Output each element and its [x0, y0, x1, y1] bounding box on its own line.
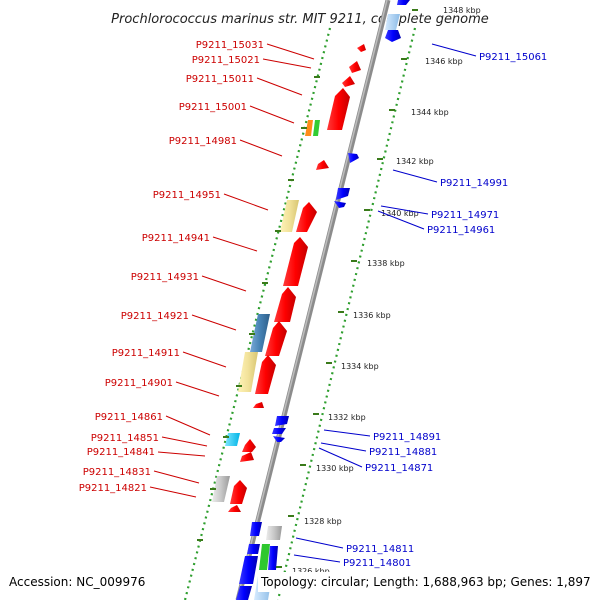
tick-label: 1330 kbp [316, 464, 354, 473]
gene-label[interactable]: P9211_14801 [343, 558, 411, 569]
scale-ticks: 1348 kbp 1346 kbp 1344 kbp 1342 kbp 1340… [197, 6, 481, 576]
gene-14801-c[interactable] [239, 556, 258, 584]
forward-genes [212, 44, 366, 512]
gene-label[interactable]: P9211_14831 [83, 467, 151, 478]
reverse-gene-labels: P9211_15061 P9211_14991 P9211_14971 P921… [293, 43, 547, 569]
tick-label: 1340 kbp [381, 209, 419, 218]
gene-14801-green[interactable] [259, 544, 270, 570]
gene-15021[interactable] [349, 61, 361, 73]
gene-label[interactable]: P9211_14891 [373, 432, 441, 443]
gene-15061-light[interactable] [385, 14, 400, 30]
gene-label[interactable]: P9211_14991 [440, 178, 508, 189]
gene-14811-grey[interactable] [266, 526, 282, 540]
accession-label: Accession: NC_009976 [9, 575, 145, 589]
gene-14811-a[interactable] [250, 522, 262, 536]
map-title: Prochlorococcus marinus str. MIT 9211, c… [111, 12, 489, 27]
gene-label[interactable]: P9211_14861 [95, 412, 163, 423]
gene-14881[interactable] [272, 428, 286, 434]
gene-15031[interactable] [357, 44, 366, 52]
tick-label: 1336 kbp [353, 311, 391, 320]
tick-label: 1338 kbp [367, 259, 405, 268]
gene-label[interactable]: P9211_14951 [153, 190, 221, 201]
gene-label[interactable]: P9211_14821 [79, 483, 147, 494]
gene-14901[interactable] [255, 355, 276, 394]
tick-label: 1346 kbp [425, 57, 463, 66]
gene-label[interactable]: P9211_15031 [196, 40, 264, 51]
gene-15001[interactable] [327, 88, 350, 130]
gene-label[interactable]: P9211_15021 [192, 55, 260, 66]
gene-15061[interactable] [385, 30, 401, 42]
tick-label: 1326 kbp [292, 567, 330, 576]
gene-14921-steel[interactable] [250, 314, 270, 352]
gene-14991-orange[interactable] [305, 120, 313, 136]
gene-14891[interactable] [275, 416, 289, 426]
gene-14951-yellow[interactable] [280, 200, 299, 232]
gene-14991[interactable] [348, 153, 359, 163]
gene-label[interactable]: P9211_14981 [169, 136, 237, 147]
gene-label[interactable]: P9211_14921 [121, 311, 189, 322]
gene-label[interactable]: P9211_15011 [186, 74, 254, 85]
gene-label[interactable]: P9211_15061 [479, 52, 547, 63]
gene-14971[interactable] [336, 188, 350, 200]
gene-14821[interactable] [230, 480, 247, 504]
tick-label: 1344 kbp [411, 108, 449, 117]
gene-14921[interactable] [265, 321, 287, 356]
gene-label[interactable]: P9211_14881 [369, 447, 437, 458]
gene-label[interactable]: P9211_14841 [87, 447, 155, 458]
gene-14821-tail[interactable] [228, 505, 241, 512]
gene-14851[interactable] [242, 439, 256, 452]
gene-label[interactable]: P9211_14811 [346, 544, 414, 555]
gene-14941[interactable] [283, 237, 308, 286]
gene-14961[interactable] [334, 201, 346, 208]
gene-14871[interactable] [273, 436, 285, 442]
gene-label[interactable]: P9211_14971 [431, 210, 499, 221]
gene-label[interactable]: P9211_14871 [365, 463, 433, 474]
gene-label[interactable]: P9211_15001 [179, 102, 247, 113]
gene-label[interactable]: P9211_14901 [105, 378, 173, 389]
forward-gene-labels: P9211_15031 P9211_15021 P9211_15011 P921… [79, 40, 315, 498]
outer-dotted-ring [183, 27, 332, 600]
gene-14801-a[interactable] [247, 544, 260, 554]
gene-label[interactable]: P9211_14941 [142, 233, 210, 244]
gene-14801-b[interactable] [268, 546, 278, 570]
gene-14841[interactable] [240, 452, 254, 462]
gene-14881-small[interactable] [253, 402, 264, 408]
genome-summary: Topology: circular; Length: 1,688,963 bp… [260, 575, 591, 589]
tick-label: 1332 kbp [328, 413, 366, 422]
gene-label[interactable]: P9211_14851 [91, 433, 159, 444]
gene-label[interactable]: P9211_14931 [131, 272, 199, 283]
reverse-genes [236, 0, 410, 600]
gene-14861-cyan[interactable] [225, 433, 240, 446]
inner-dotted-ring [276, 27, 417, 600]
gene-14791[interactable] [236, 586, 252, 600]
gene-14831-grey[interactable] [212, 476, 230, 502]
tick-label: 1334 kbp [341, 362, 379, 371]
gene-14951[interactable] [296, 202, 317, 232]
tick-label: 1328 kbp [304, 517, 342, 526]
gene-14991-green[interactable] [313, 120, 320, 136]
gene-label[interactable]: P9211_14911 [112, 348, 180, 359]
genome-backbone-highlight [236, 0, 388, 600]
gene-top[interactable] [397, 0, 410, 5]
gene-14911-yellow[interactable] [238, 352, 258, 392]
gene-14931[interactable] [274, 287, 296, 322]
tick-label: 1348 kbp [443, 6, 481, 15]
gene-15011[interactable] [342, 76, 355, 87]
gene-label[interactable]: P9211_14961 [427, 225, 495, 236]
gene-14981[interactable] [316, 160, 329, 170]
genome-backbone [235, 0, 391, 600]
tick-label: 1342 kbp [396, 157, 434, 166]
summary-background [258, 572, 600, 592]
